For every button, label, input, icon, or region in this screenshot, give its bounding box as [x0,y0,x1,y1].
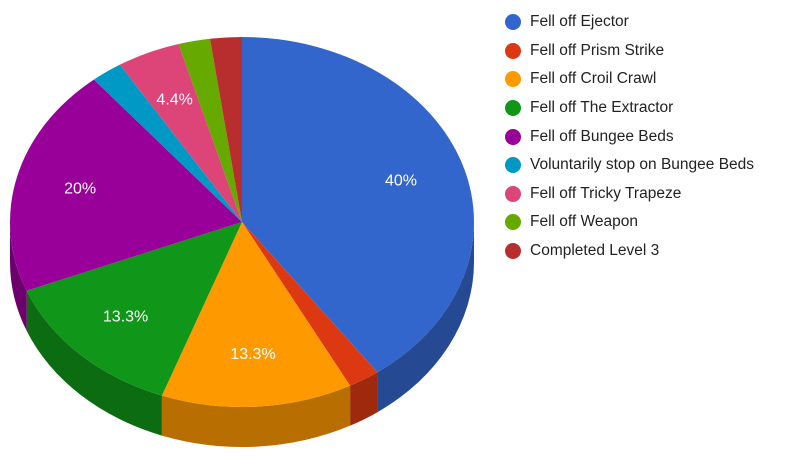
legend-item-fell-off-prism-strike[interactable]: Fell off Prism Strike [505,37,754,66]
legend-swatch-icon [505,14,521,31]
pie-data-label-fell-off-ejector: 40% [385,172,417,189]
pie-slice-fell-off-the-extractor[interactable] [26,222,243,396]
pie-slice-voluntarily-stop-on-bungee-beds[interactable] [93,64,243,223]
pie-side-fell-off-ejector [377,222,474,413]
legend-item-fell-off-croil-crawl[interactable]: Fell off Croil Crawl [505,65,754,94]
legend-label: Fell off Prism Strike [530,41,665,59]
legend-label: Fell off Bungee Beds [530,127,674,145]
pie-slice-fell-off-bungee-beds[interactable] [10,79,243,291]
legend-item-fell-off-the-extractor[interactable]: Fell off The Extractor [505,94,754,123]
legend-swatch-icon [505,128,521,145]
pie-data-label-fell-off-tricky-trapeze: 4.4% [156,91,192,108]
legend-swatch-icon [505,157,521,174]
pie-slice-fell-off-prism-strike[interactable] [242,222,378,386]
pie-slice-fell-off-weapon[interactable] [178,38,242,223]
pie-sides [10,222,474,447]
legend-label: Fell off The Extractor [530,99,674,117]
pie-slice-fell-off-croil-crawl[interactable] [161,222,351,407]
legend-swatch-icon [505,42,521,59]
pie-data-labels: 40% 13.3% 13.3% 20% 4.4% [64,91,417,363]
pie-data-label-fell-off-bungee-beds: 20% [64,180,96,197]
legend-swatch-icon [505,185,521,202]
pie-slice-completed-level-3[interactable] [209,37,242,222]
pie-data-label-fell-off-the-extractor: 13.3% [103,309,148,326]
legend-swatch-icon [505,243,521,260]
pie-side-fell-off-croil-crawl [161,385,351,447]
legend-label: Fell off Ejector [530,13,629,31]
pie-side-fell-off-prism-strike [350,372,378,426]
legend-item-completed-level-3[interactable]: Completed Level 3 [505,237,754,266]
pie-side-fell-off-bungee-beds [10,222,27,331]
legend-label: Fell off Weapon [530,213,638,231]
legend-item-fell-off-tricky-trapeze[interactable]: Fell off Tricky Trapeze [505,180,754,209]
legend-label: Fell off Tricky Trapeze [530,184,682,202]
legend-label: Voluntarily stop on Bungee Beds [530,156,755,174]
legend-label: Fell off Croil Crawl [530,70,657,88]
legend-swatch-icon [505,100,521,117]
pie-slice-fell-off-ejector[interactable] [242,37,474,373]
pie-side-fell-off-the-extractor [26,290,162,436]
legend-item-voluntarily-stop-on-bungee-beds[interactable]: Voluntarily stop on Bungee Beds [505,151,754,180]
pie-slice-fell-off-tricky-trapeze[interactable] [119,44,242,222]
legend-item-fell-off-bungee-beds[interactable]: Fell off Bungee Beds [505,122,754,151]
pie-data-label-fell-off-croil-crawl: 13.3% [230,346,275,363]
chart-legend: Fell off Ejector Fell off Prism Strike Fel… [505,8,754,265]
legend-swatch-icon [505,71,521,88]
legend-swatch-icon [505,214,521,231]
legend-item-fell-off-ejector[interactable]: Fell off Ejector [505,8,754,37]
legend-item-fell-off-weapon[interactable]: Fell off Weapon [505,208,754,237]
legend-label: Completed Level 3 [530,242,660,260]
pie-slices [10,37,474,407]
